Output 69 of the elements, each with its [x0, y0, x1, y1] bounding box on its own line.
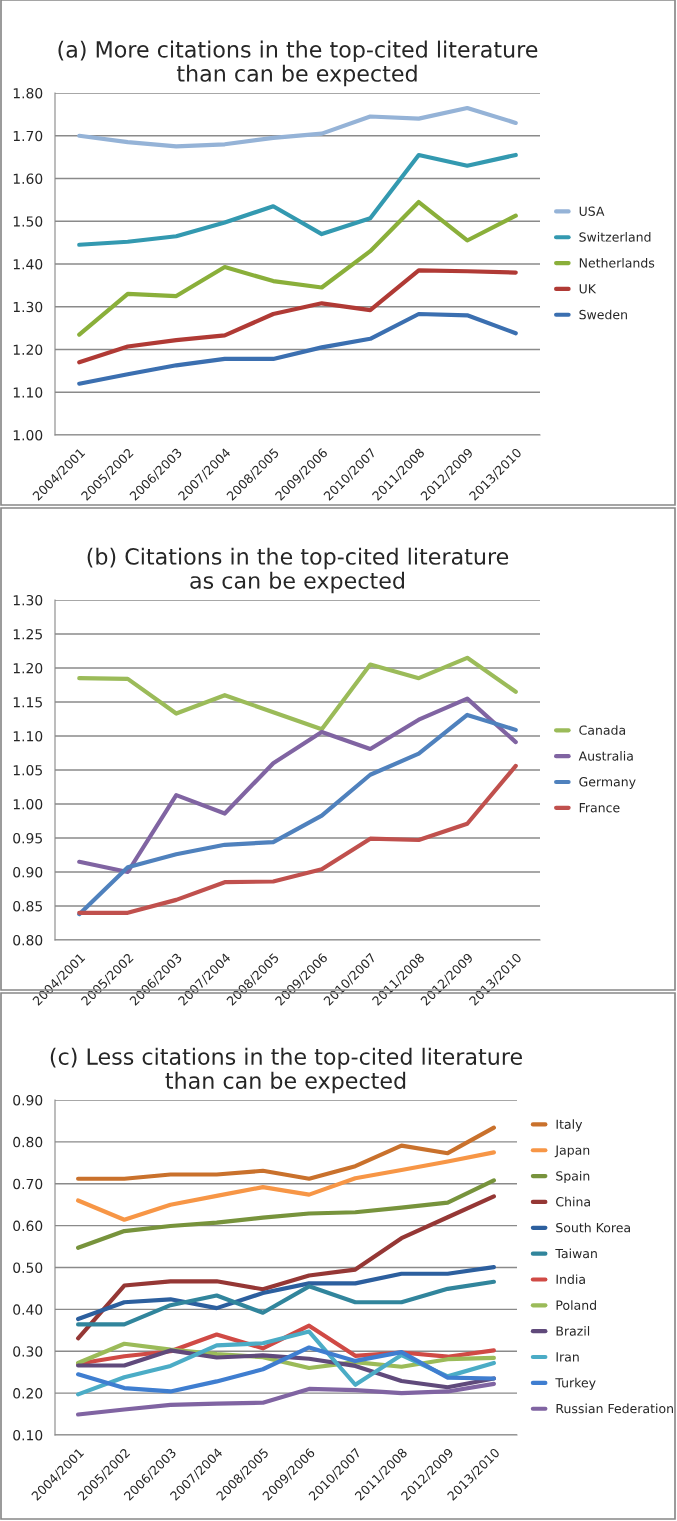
- line-series: [76, 1178, 496, 1250]
- y-tick-label: 1.05: [13, 764, 42, 776]
- line-series: [76, 1279, 496, 1327]
- y-tick-label: 0.50: [13, 1262, 43, 1273]
- legend-label: Australia: [578, 751, 633, 761]
- legend-label: Brazil: [556, 1326, 590, 1336]
- line-series: [76, 1150, 496, 1222]
- y-tick-label: 0.60: [13, 1220, 43, 1232]
- y-tick-label: 0.85: [13, 900, 42, 912]
- legend-label: Japan: [554, 1145, 590, 1158]
- y-tick-label: 0.90: [13, 1094, 43, 1106]
- legend-label: Switzerland: [579, 232, 651, 242]
- y-tick-label: 0.70: [13, 1178, 43, 1190]
- line-series: [77, 199, 518, 337]
- y-tick-label: 0.30: [13, 1346, 43, 1357]
- line-series: [77, 712, 518, 917]
- legend-label: Italy: [556, 1119, 583, 1132]
- y-tick-label: 1.30: [13, 594, 43, 606]
- legend-label: USA: [579, 206, 605, 216]
- y-tick-label: 1.10: [13, 387, 43, 398]
- line-series: [76, 1381, 496, 1417]
- chart-title: (b) Citations in the top-cited literature as can be expected: [87, 547, 509, 594]
- legend-label: Taiwan: [555, 1248, 597, 1259]
- legend-label: Spain: [556, 1170, 590, 1184]
- legend-label: China: [556, 1196, 590, 1207]
- legend-label: Sweden: [579, 309, 627, 320]
- line-series: [77, 311, 518, 386]
- y-tick-label: 0.90: [13, 866, 43, 878]
- legend-label: Turkey: [555, 1377, 596, 1390]
- y-tick-label: 1.30: [13, 301, 43, 313]
- line-series: [76, 1125, 496, 1181]
- y-tick-label: 1.25: [13, 628, 42, 640]
- legend-label: Canada: [579, 725, 626, 735]
- y-tick-label: 1.00: [13, 798, 43, 810]
- y-tick-label: 1.20: [13, 344, 43, 355]
- chart-title: (c) Less citations in the top-cited literature than can be expected: [50, 1047, 522, 1094]
- y-tick-label: 0.40: [13, 1304, 43, 1315]
- y-tick-label: 1.15: [13, 697, 42, 708]
- legend-label: Poland: [556, 1300, 596, 1310]
- y-tick-label: 1.60: [13, 173, 43, 184]
- y-tick-label: 1.40: [13, 258, 43, 270]
- line-series: [76, 1264, 496, 1322]
- legend-label: Germany: [579, 777, 636, 789]
- legend-label: Netherlands: [579, 257, 655, 268]
- chart-title: (a) More citations in the top-cited literature than can be expected: [58, 40, 538, 87]
- y-tick-label: 1.10: [13, 730, 43, 742]
- y-tick-label: 0.80: [13, 934, 43, 946]
- y-tick-label: 1.70: [13, 130, 43, 142]
- line-series: [77, 105, 518, 149]
- line-series: [77, 696, 518, 875]
- legend-label: Russian Federation: [556, 1403, 673, 1414]
- y-tick-label: 0.20: [13, 1388, 43, 1399]
- y-tick-label: 1.50: [13, 216, 43, 227]
- line-series: [77, 763, 518, 915]
- y-tick-label: 0.80: [13, 1136, 43, 1148]
- legend-label: France: [579, 803, 620, 813]
- y-tick-label: 1.20: [13, 662, 43, 674]
- line-series: [76, 1194, 496, 1341]
- y-tick-label: 1.00: [13, 429, 43, 441]
- y-tick-label: 0.95: [13, 832, 42, 844]
- legend-label: UK: [579, 284, 597, 294]
- line-series: [77, 268, 518, 365]
- y-tick-label: 1.80: [13, 87, 43, 99]
- line-series: [77, 655, 518, 732]
- legend-label: Iran: [556, 1352, 579, 1362]
- legend-label: India: [556, 1274, 585, 1285]
- line-series: [77, 152, 518, 247]
- legend-label: South Korea: [556, 1222, 630, 1233]
- y-tick-label: 0.10: [13, 1429, 43, 1441]
